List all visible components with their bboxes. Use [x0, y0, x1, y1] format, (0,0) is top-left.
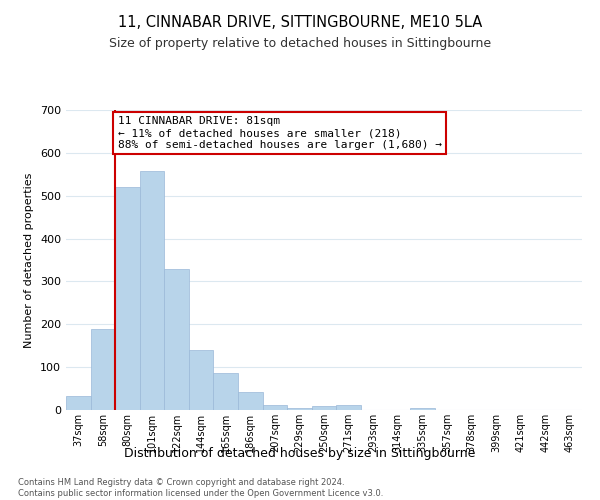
Bar [287, 408, 312, 410]
Text: Distribution of detached houses by size in Sittingbourne: Distribution of detached houses by size … [124, 448, 476, 460]
Bar [238, 392, 263, 410]
Y-axis label: Number of detached properties: Number of detached properties [25, 172, 34, 348]
Bar [164, 269, 189, 410]
Text: 11 CINNABAR DRIVE: 81sqm
← 11% of detached houses are smaller (218)
88% of semi-: 11 CINNABAR DRIVE: 81sqm ← 11% of detach… [118, 116, 442, 150]
Text: Size of property relative to detached houses in Sittingbourne: Size of property relative to detached ho… [109, 38, 491, 51]
Text: 11, CINNABAR DRIVE, SITTINGBOURNE, ME10 5LA: 11, CINNABAR DRIVE, SITTINGBOURNE, ME10 … [118, 15, 482, 30]
Bar [140, 172, 164, 410]
Bar [115, 187, 140, 410]
Text: Contains HM Land Registry data © Crown copyright and database right 2024.
Contai: Contains HM Land Registry data © Crown c… [18, 478, 383, 498]
Bar [189, 350, 214, 410]
Bar [66, 396, 91, 410]
Bar [214, 372, 238, 410]
Bar [91, 328, 115, 410]
Bar [263, 405, 287, 410]
Bar [410, 408, 434, 410]
Bar [336, 406, 361, 410]
Bar [312, 406, 336, 410]
